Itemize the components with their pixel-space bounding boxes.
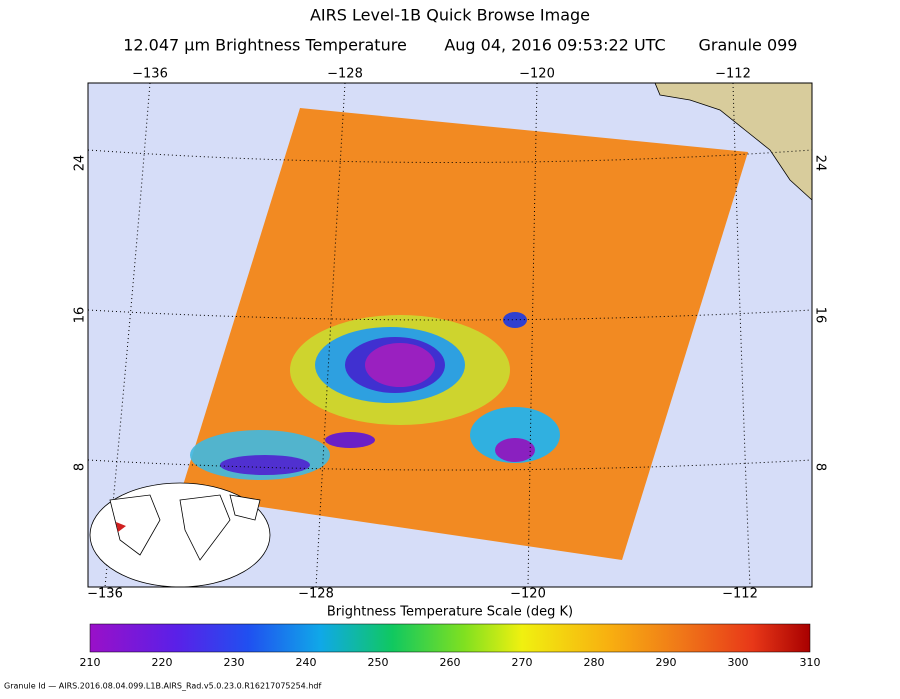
colorbar-tick-label: 240	[296, 656, 317, 669]
land	[654, 83, 812, 201]
colorbar-tick-label: 310	[800, 656, 821, 669]
map	[88, 83, 812, 587]
cloud	[503, 312, 527, 328]
colorbar-tick-label: 220	[152, 656, 173, 669]
colorbar-tick-label: 210	[80, 656, 101, 669]
colorbar-tick-label: 250	[368, 656, 389, 669]
footer: Granule Id — AIRS.2016.08.04.099.L1B.AIR…	[4, 682, 321, 691]
cloud	[365, 343, 435, 387]
map-frame	[87, 82, 813, 588]
title: AIRS Level-1B Quick Browse Image	[310, 6, 590, 25]
colorbar-tick-label: 270	[512, 656, 533, 669]
lon-tick-bottom: −128	[298, 587, 334, 602]
lon-tick-bottom: −136	[87, 587, 123, 602]
lat-tick-right: 16	[813, 307, 828, 324]
colorbar-tick-label: 280	[584, 656, 605, 669]
inset-land	[109, 494, 261, 561]
colorbar-label: Brightness Temperature Scale (deg K)	[327, 605, 573, 620]
lat-tick-left: 16	[73, 307, 88, 324]
subtitle-time: Aug 04, 2016 09:53:22 UTC	[444, 36, 665, 55]
lon-tick-top: −136	[132, 67, 168, 82]
cloud	[470, 407, 560, 463]
cloud	[220, 455, 310, 475]
graticule	[88, 83, 812, 587]
colorbar-tick-label: 300	[728, 656, 749, 669]
cloud	[325, 432, 375, 448]
cloud	[495, 438, 535, 462]
lon-tick-bottom: −112	[722, 587, 758, 602]
colorbar-tick-label: 230	[224, 656, 245, 669]
lat-tick-left: 8	[73, 463, 88, 471]
lat-tick-left: 24	[73, 155, 88, 172]
inset-marker	[116, 522, 126, 532]
lat-tick-right: 24	[813, 155, 828, 172]
lon-tick-top: −112	[715, 67, 751, 82]
subtitle-band: 12.047 μm Brightness Temperature	[123, 36, 407, 55]
lon-tick-bottom: −120	[510, 587, 546, 602]
lon-tick-top: −128	[327, 67, 363, 82]
subtitle-granule: Granule 099	[699, 36, 798, 55]
lon-tick-top: −120	[519, 67, 555, 82]
colorbar-tick-label: 290	[656, 656, 677, 669]
colorbar-tick-label: 260	[440, 656, 461, 669]
colorbar	[89, 623, 811, 653]
lat-tick-right: 8	[813, 463, 828, 471]
